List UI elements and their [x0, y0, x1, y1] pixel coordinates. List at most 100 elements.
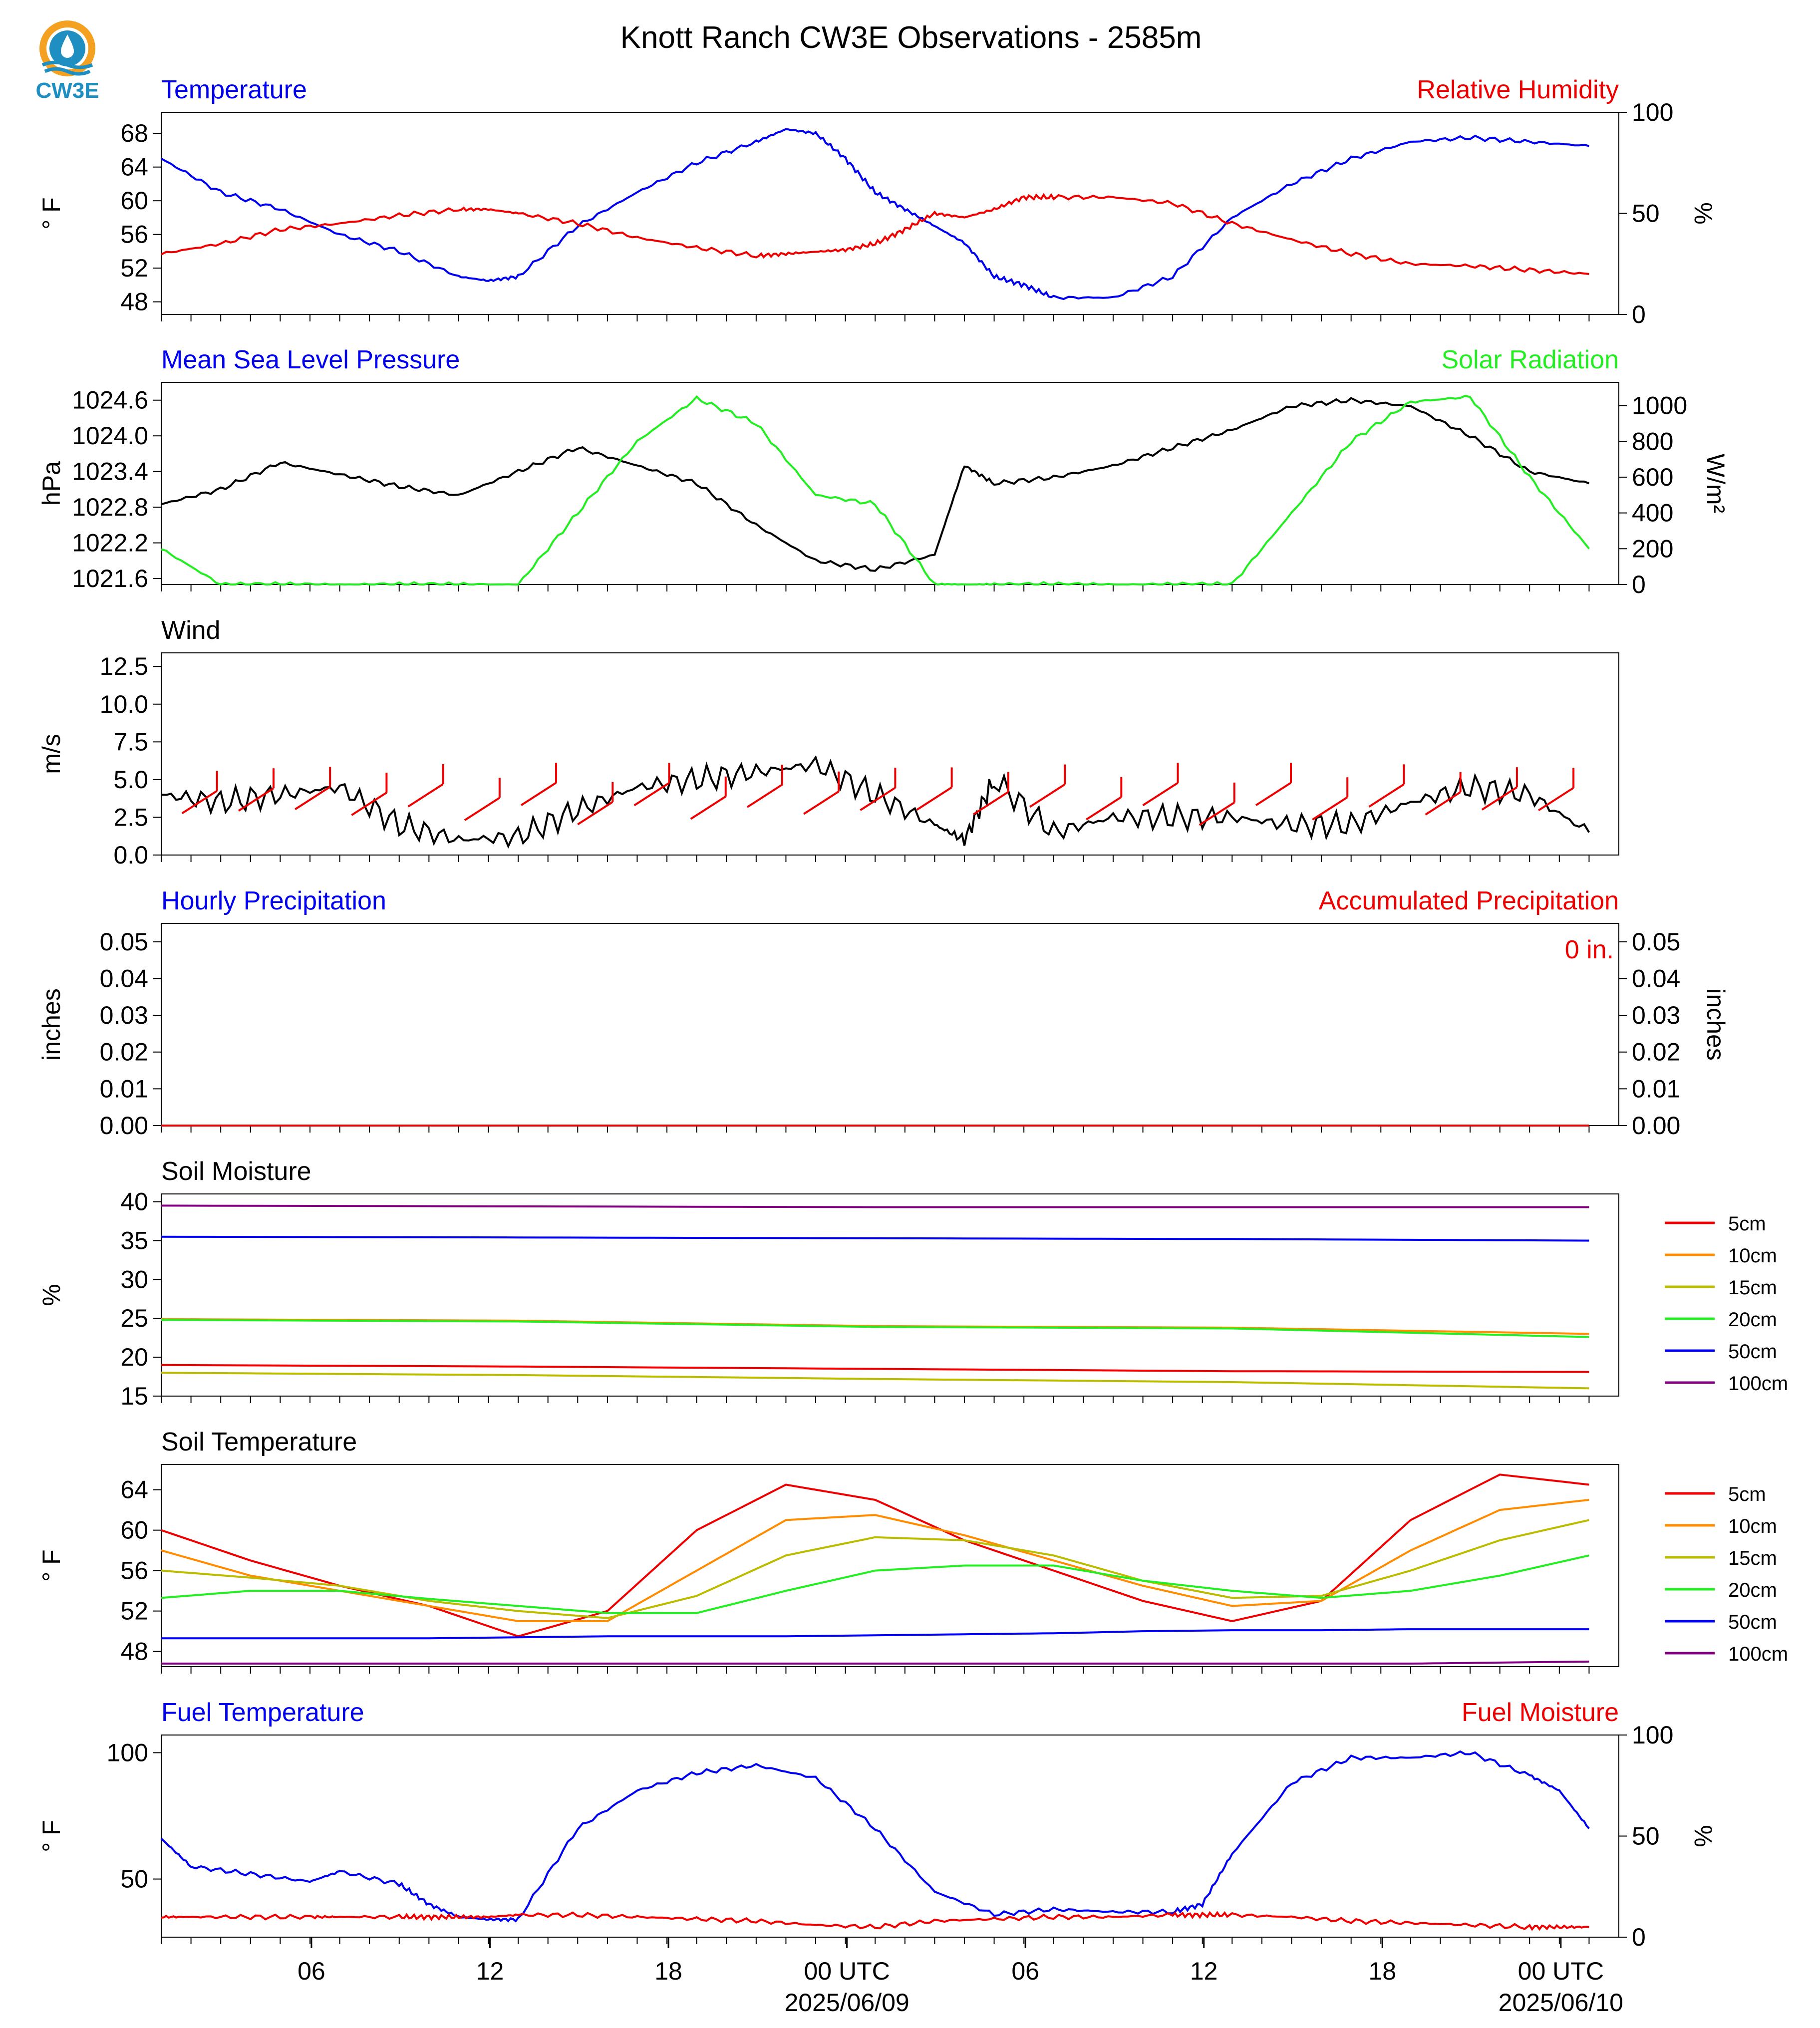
legend-label: 5cm: [1728, 1213, 1766, 1235]
series-line-fuel-temperature: [160, 1750, 1590, 1923]
series-line-mean-sea-level-pressure: [161, 397, 1590, 572]
wind-barb: [295, 786, 331, 811]
wind-barb: [407, 783, 444, 808]
y-tick-label: 0.03: [100, 1001, 148, 1029]
y-axis-label: inches: [37, 988, 65, 1061]
wind-barb: [1481, 786, 1517, 811]
panel-3: Wind 12.5 10.0 7.5 5.0 2.5 0.0 m/s: [37, 616, 1619, 869]
panel-title-right: Accumulated Precipitation: [1319, 886, 1619, 915]
series-line-100cm: [161, 1660, 1589, 1665]
y-tick-label: 12.5: [100, 652, 148, 680]
y-tick-label: 50: [120, 1865, 148, 1893]
legend-label: 15cm: [1728, 1547, 1777, 1569]
legend-label: 50cm: [1728, 1611, 1777, 1633]
y-tick-label: 48: [120, 288, 148, 316]
panel-7: Fuel Temperature Fuel Moisture 100 50 100 50 0…: [37, 1698, 1717, 1951]
legend-label: 15cm: [1728, 1277, 1777, 1299]
y-tick-label-right: 600: [1632, 463, 1673, 491]
legend-label: 20cm: [1728, 1579, 1777, 1601]
panel-5: Soil Moisture 40 35 30 25 20 15% 5cm 10cm 15cm 20c…: [37, 1157, 1788, 1410]
legend-label: 5cm: [1728, 1483, 1766, 1505]
panel-title-right: Solar Radiation: [1441, 345, 1619, 374]
legend-label: 50cm: [1728, 1341, 1777, 1363]
y-axis-label-right: %: [1689, 202, 1717, 224]
y-tick-label: 15: [120, 1382, 148, 1410]
panel-frame: [161, 1464, 1619, 1667]
y-tick-label: 52: [120, 1597, 148, 1625]
logo-icon: [39, 20, 95, 76]
legend-label: 100cm: [1728, 1373, 1788, 1395]
y-tick-label: 0.0: [113, 841, 148, 869]
y-tick-label: 10.0: [100, 690, 148, 718]
wind-barb: [1142, 782, 1179, 807]
y-tick-label-right: 200: [1632, 535, 1673, 563]
panel-frame: [161, 382, 1619, 585]
y-tick-label-right: 0.05: [1632, 928, 1680, 956]
y-tick-label: 35: [120, 1226, 148, 1254]
y-axis-label: m/s: [37, 734, 65, 774]
x-tick-label: 06: [1011, 1957, 1039, 1985]
y-tick-label-right: 50: [1632, 1822, 1660, 1850]
x-tick-label: 00 UTC: [1518, 1957, 1604, 1985]
chart-title: Knott Ranch CW3E Observations - 2585m: [620, 20, 1202, 55]
x-tick-label: 12: [476, 1957, 504, 1985]
series-line-15cm: [161, 1372, 1589, 1390]
wind-barb: [972, 791, 1009, 816]
y-tick-label: 0.02: [100, 1038, 148, 1066]
x-tick-label: 12: [1190, 1957, 1218, 1985]
y-tick-label-right: 1000: [1632, 392, 1687, 420]
wind-barb: [1086, 796, 1122, 821]
x-tick-label: 00 UTC: [804, 1957, 890, 1985]
y-tick-label: 100: [107, 1738, 148, 1766]
y-tick-label: 1023.4: [72, 458, 148, 486]
series-line-50cm: [161, 1628, 1589, 1640]
x-tick-label: 18: [1368, 1957, 1396, 1985]
y-tick-label: 64: [120, 153, 148, 181]
y-tick-label: 1022.2: [72, 529, 148, 557]
wind-barb: [1199, 802, 1235, 826]
y-tick-label: 40: [120, 1188, 148, 1216]
series-line-20cm: [161, 1554, 1589, 1614]
legend-label: 20cm: [1728, 1309, 1777, 1331]
series-line-5cm: [161, 1364, 1589, 1373]
panels-group: Temperature Relative Humidity 68 64 60 56 52 48…: [37, 75, 1788, 1951]
wind-barb: [238, 787, 275, 812]
wind-barb: [633, 782, 670, 807]
y-axis-label-right: W/m²: [1702, 454, 1730, 513]
x-date-label: 2025/06/10: [1499, 1989, 1623, 2017]
panel-frame: [161, 1193, 1619, 1397]
y-tick-label: 60: [120, 1516, 148, 1544]
x-date-label: 2025/06/09: [784, 1989, 909, 2017]
series-line-10cm: [161, 1498, 1589, 1622]
wind-barb: [860, 787, 896, 811]
y-tick-label: 7.5: [113, 728, 148, 756]
wind-barb: [690, 796, 726, 820]
wind-barb: [916, 786, 952, 811]
wind-barb: [351, 792, 387, 816]
series-line-20cm: [161, 1319, 1589, 1338]
y-tick-label: 1022.8: [72, 493, 148, 521]
y-tick-label: 64: [120, 1476, 148, 1504]
y-tick-label-right: 0.03: [1632, 1001, 1680, 1029]
panel-1: Temperature Relative Humidity 68 64 60 56 52 48…: [37, 75, 1717, 328]
y-tick-label: 48: [120, 1638, 148, 1666]
y-tick-label: 68: [120, 119, 148, 147]
y-tick-label-right: 0: [1632, 300, 1646, 328]
y-tick-label: 60: [120, 187, 148, 215]
y-tick-label: 0.00: [100, 1112, 148, 1140]
cw3e-logo: CW3E: [30, 17, 105, 105]
legend-label: 100cm: [1728, 1643, 1788, 1665]
panel-4: Hourly Precipitation Accumulated Precipit…: [37, 886, 1730, 1140]
y-tick-label-right: 0: [1632, 1923, 1646, 1951]
panel-title-right: Relative Humidity: [1417, 75, 1619, 104]
wind-barb: [464, 797, 500, 821]
series-line-temperature: [161, 128, 1589, 300]
y-tick-label: 2.5: [113, 803, 148, 831]
wind-barb: [803, 791, 840, 815]
series-line-solar-radiation: [161, 394, 1590, 586]
wind-barb: [1255, 782, 1292, 807]
y-tick-label: 1024.6: [72, 386, 148, 414]
panel-title: Soil Moisture: [161, 1157, 311, 1186]
y-tick-label-right: 0.00: [1632, 1112, 1680, 1140]
